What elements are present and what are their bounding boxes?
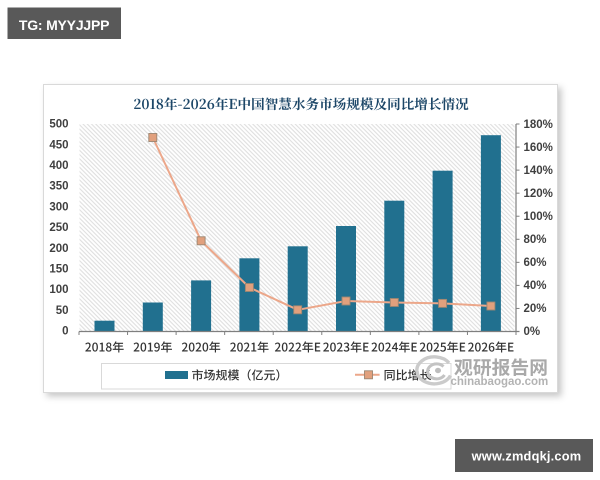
svg-text:60%: 60% xyxy=(524,257,547,269)
svg-text:160%: 160% xyxy=(524,142,553,154)
svg-text:150: 150 xyxy=(49,264,68,276)
svg-text:140%: 140% xyxy=(524,165,553,177)
svg-text:400: 400 xyxy=(49,160,68,172)
svg-text:0%: 0% xyxy=(524,326,541,338)
svg-text:www.zmdqkj.com: www.zmdqkj.com xyxy=(471,448,582,463)
svg-text:120%: 120% xyxy=(524,188,553,200)
svg-text:chinabaogao.com: chinabaogao.com xyxy=(451,376,549,388)
svg-text:250: 250 xyxy=(49,222,68,234)
svg-text:300: 300 xyxy=(49,201,68,213)
svg-text:100: 100 xyxy=(49,284,68,296)
svg-text:40%: 40% xyxy=(524,280,547,292)
svg-text:50: 50 xyxy=(56,305,69,317)
svg-text:200: 200 xyxy=(49,243,68,255)
svg-text:80%: 80% xyxy=(524,234,547,246)
svg-text:0: 0 xyxy=(62,326,68,338)
svg-text:TG: MYYJJPP: TG: MYYJJPP xyxy=(19,17,109,33)
svg-text:180%: 180% xyxy=(524,119,553,131)
svg-text:20%: 20% xyxy=(524,303,547,315)
svg-text:450: 450 xyxy=(49,139,68,151)
svg-text:100%: 100% xyxy=(524,211,553,223)
svg-text:500: 500 xyxy=(49,119,68,131)
svg-text:350: 350 xyxy=(49,181,68,193)
